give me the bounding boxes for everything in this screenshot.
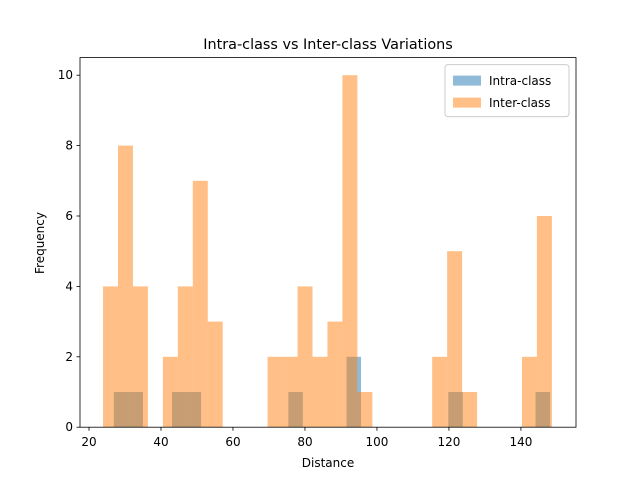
y-tick-label: 10	[58, 68, 73, 82]
x-tick-label: 40	[153, 435, 168, 449]
bar	[357, 392, 373, 428]
x-tick-label: 20	[81, 435, 96, 449]
bar	[312, 356, 328, 428]
x-tick-label: 80	[297, 435, 312, 449]
legend-swatch	[453, 97, 481, 108]
y-tick-label: 4	[65, 279, 73, 293]
bar	[327, 321, 343, 428]
bar	[536, 216, 552, 428]
x-axis-label: Distance	[302, 456, 354, 470]
bar	[342, 75, 358, 428]
legend-swatch	[453, 75, 481, 86]
bar	[267, 356, 283, 428]
y-tick-label: 0	[65, 420, 73, 434]
bar	[462, 392, 478, 428]
legend-label: Intra-class	[489, 74, 551, 88]
bar	[192, 180, 208, 428]
x-tick-label: 120	[437, 435, 460, 449]
x-tick-label: 100	[365, 435, 388, 449]
bar	[432, 356, 448, 428]
y-tick-label: 6	[65, 209, 73, 223]
y-axis-label: Frequency	[33, 212, 47, 274]
chart-title: Intra-class vs Inter-class Variations	[203, 37, 453, 53]
bar	[282, 356, 298, 428]
bar	[521, 356, 537, 428]
y-tick-label: 2	[65, 350, 73, 364]
bar	[297, 286, 313, 428]
x-tick-label: 60	[225, 435, 240, 449]
bar	[132, 286, 148, 428]
bar	[447, 251, 463, 428]
plot-frame	[79, 57, 577, 428]
legend-label: Inter-class	[489, 96, 551, 110]
y-tick-label: 8	[65, 139, 73, 153]
bar	[207, 321, 223, 428]
bar	[177, 286, 193, 428]
bar	[118, 145, 133, 428]
x-tick-label: 140	[509, 435, 532, 449]
bar	[103, 286, 119, 428]
bar	[162, 356, 178, 428]
